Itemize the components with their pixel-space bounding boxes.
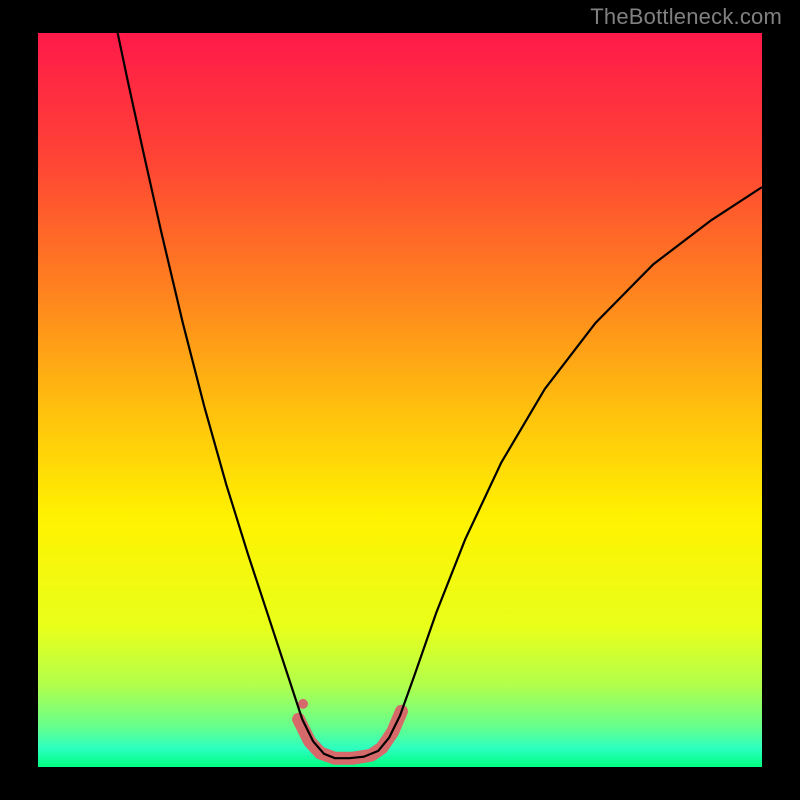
chart-stage: TheBottleneck.com <box>0 0 800 800</box>
watermark-text: TheBottleneck.com <box>590 4 782 30</box>
bottleneck-chart <box>0 0 800 800</box>
plot-area <box>38 33 762 767</box>
